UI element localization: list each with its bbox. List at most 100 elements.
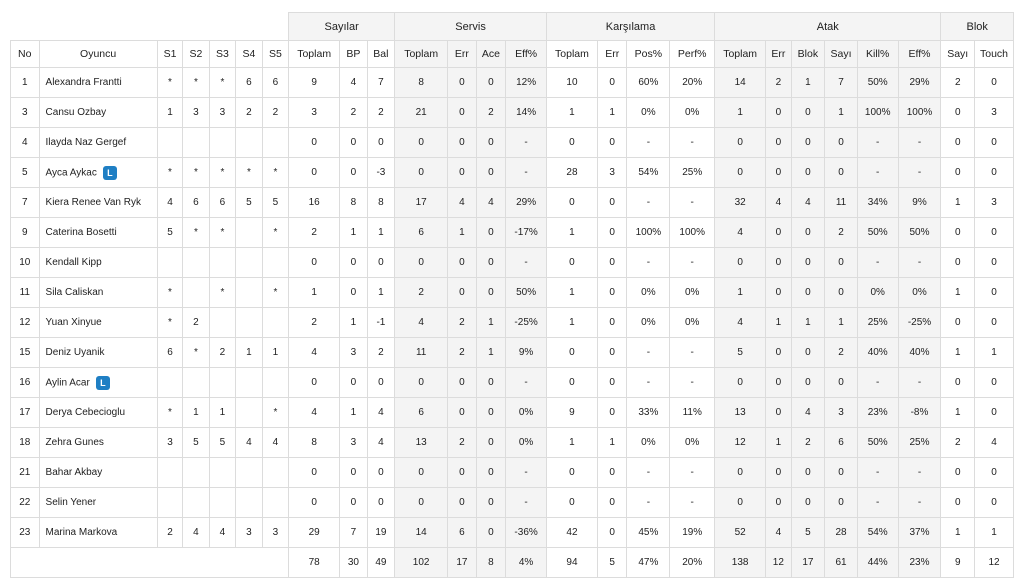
stat-karsilama-pos: -: [626, 457, 671, 488]
set-4-rotation: [235, 247, 263, 278]
table-row: 15 Deniz Uyanik 6 * 2 1 1 4 3 2 11 2 1 9% 0 0- -5 0 0 2 40% 4…: [10, 337, 1014, 368]
col-header-servis-eff[interactable]: Eff%: [505, 40, 547, 68]
player-name[interactable]: Ilayda Naz Gergef: [45, 137, 127, 148]
col-header-karsilama-perf[interactable]: Perf%: [669, 40, 716, 68]
stat-servis-eff: 0%: [505, 397, 547, 428]
stat-atak-toplam: 13: [714, 397, 767, 428]
stat-servis-toplam: 6: [394, 397, 449, 428]
stat-karsilama-err: 0: [596, 367, 628, 398]
stat-sayilar-bal: 0: [366, 487, 396, 518]
player-name[interactable]: Derya Cebecioglu: [45, 407, 126, 418]
group-header-blok: Blok: [940, 12, 1014, 41]
stat-servis-toplam: 0: [394, 157, 449, 188]
col-header-karsilama-toplam[interactable]: Toplam: [545, 40, 598, 68]
col-header-atak-kill[interactable]: Kill%: [856, 40, 899, 68]
player-name-cell: Ilayda Naz Gergef: [38, 127, 158, 158]
player-name[interactable]: Yuan Xinyue: [45, 317, 102, 328]
stat-atak-kill: 54%: [856, 517, 899, 548]
player-name[interactable]: Zehra Gunes: [45, 437, 104, 448]
stat-atak-sayi: 2: [824, 337, 858, 368]
col-header-karsilama-pos[interactable]: Pos%: [626, 40, 671, 68]
stat-blok-sayi: 2: [940, 427, 976, 458]
table-row: 3 Cansu Ozbay 1 3 3 2 2 3 2 2 21 0 2 14% 1 1 0% 0% 1 0 0 1 100…: [10, 97, 1014, 128]
col-header-s3[interactable]: S3: [208, 40, 237, 68]
stat-servis-err: 0: [447, 397, 477, 428]
set-1-rotation: *: [156, 157, 184, 188]
stat-karsilama-perf: -: [669, 487, 716, 518]
table-row: 21 Bahar Akbay 0 0 0 0 0 0-0 0- -0 0 0 0- -0 0: [10, 457, 1014, 488]
col-header-servis-toplam[interactable]: Toplam: [394, 40, 449, 68]
stat-atak-err: 0: [765, 337, 792, 368]
col-header-s5[interactable]: S5: [261, 40, 290, 68]
player-name[interactable]: Alexandra Frantti: [45, 77, 122, 88]
player-name[interactable]: Aylin Acar: [45, 377, 90, 389]
col-header-servis-ace[interactable]: Ace: [475, 40, 507, 68]
player-name[interactable]: Bahar Akbay: [45, 467, 103, 478]
col-header-atak-toplam[interactable]: Toplam: [714, 40, 767, 68]
player-name[interactable]: Sila Caliskan: [45, 287, 104, 298]
col-header-sayilar-toplam[interactable]: Toplam: [288, 40, 341, 68]
col-header-oyuncu[interactable]: Oyuncu: [38, 40, 158, 68]
player-number: 7: [10, 187, 40, 218]
stat-blok-sayi: 0: [940, 157, 976, 188]
col-header-s1[interactable]: S1: [156, 40, 184, 68]
stat-karsilama-err: 0: [596, 127, 628, 158]
stat-servis-ace: 0: [475, 247, 507, 278]
total-atak-sayi: 61: [824, 547, 858, 578]
table-row: 18 Zehra Gunes 3 5 5 4 4 8 3 4 13 2 0 0% 1 1 0% 0% 12 1 2 6 50…: [10, 427, 1014, 458]
stat-atak-kill: -: [856, 247, 899, 278]
stat-servis-ace: 2: [475, 97, 507, 128]
stat-servis-ace: 0: [475, 157, 507, 188]
col-header-blok-sayi[interactable]: Sayı: [940, 40, 976, 68]
col-header-sayilar-bal[interactable]: Bal: [366, 40, 396, 68]
player-name[interactable]: Deniz Uyanik: [45, 347, 105, 358]
col-header-servis-err[interactable]: Err: [447, 40, 477, 68]
player-name-cell: Selin Yener: [38, 487, 158, 518]
col-header-atak-sayi[interactable]: Sayı: [824, 40, 858, 68]
stat-servis-toplam: 4: [394, 307, 449, 338]
stat-karsilama-perf: -: [669, 367, 716, 398]
stat-atak-eff: 40%: [897, 337, 942, 368]
col-header-blok-touch[interactable]: Touch: [974, 40, 1014, 68]
player-name[interactable]: Caterina Bosetti: [45, 227, 117, 238]
stat-sayilar-bal: 2: [366, 337, 396, 368]
stat-servis-toplam: 11: [394, 337, 449, 368]
col-header-atak-eff[interactable]: Eff%: [897, 40, 942, 68]
col-header-s2[interactable]: S2: [182, 40, 210, 68]
col-header-atak-blok[interactable]: Blok: [790, 40, 826, 68]
player-name[interactable]: Cansu Ozbay: [45, 107, 107, 118]
table-row: 16 Aylin Acar L 0 0 0 0 0 0-0 0- -0 0 0 0- -0 0: [10, 367, 1014, 398]
stat-atak-err: 0: [765, 277, 792, 308]
stat-servis-toplam: 17: [394, 187, 449, 218]
set-5-rotation: [261, 457, 290, 488]
total-karsilama-err: 5: [596, 547, 628, 578]
player-name[interactable]: Kiera Renee Van Ryk: [45, 197, 141, 208]
player-name-cell: Sila Caliskan: [38, 277, 158, 308]
stat-karsilama-pos: -: [626, 247, 671, 278]
stat-karsilama-err: 0: [596, 397, 628, 428]
player-name[interactable]: Selin Yener: [45, 497, 97, 508]
stat-sayilar-bp: 4: [339, 67, 368, 98]
stat-atak-kill: 34%: [856, 187, 899, 218]
col-header-no[interactable]: No: [10, 40, 40, 68]
player-name[interactable]: Marina Markova: [45, 527, 118, 538]
set-4-rotation: 5: [235, 187, 263, 218]
col-header-s4[interactable]: S4: [235, 40, 263, 68]
table-row: 17 Derya Cebecioglu * 1 1 * 4 1 4 6 0 0 0% 9 0 33% 11% 13…: [10, 397, 1014, 428]
stat-servis-eff: 0%: [505, 427, 547, 458]
stat-atak-kill: 50%: [856, 67, 899, 98]
col-header-karsilama-err[interactable]: Err: [596, 40, 628, 68]
stat-blok-touch: 3: [974, 187, 1014, 218]
stat-atak-sayi: 0: [824, 487, 858, 518]
set-1-rotation: [156, 367, 184, 398]
col-header-sayilar-bp[interactable]: BP: [339, 40, 368, 68]
stat-atak-eff: -: [897, 127, 942, 158]
stat-atak-toplam: 14: [714, 67, 767, 98]
player-name[interactable]: Ayca Aykac: [45, 167, 97, 179]
player-name[interactable]: Kendall Kipp: [45, 257, 102, 268]
stat-atak-err: 0: [765, 127, 792, 158]
stat-servis-toplam: 0: [394, 367, 449, 398]
stat-servis-toplam: 0: [394, 457, 449, 488]
stat-servis-ace: 0: [475, 397, 507, 428]
col-header-atak-err[interactable]: Err: [765, 40, 792, 68]
